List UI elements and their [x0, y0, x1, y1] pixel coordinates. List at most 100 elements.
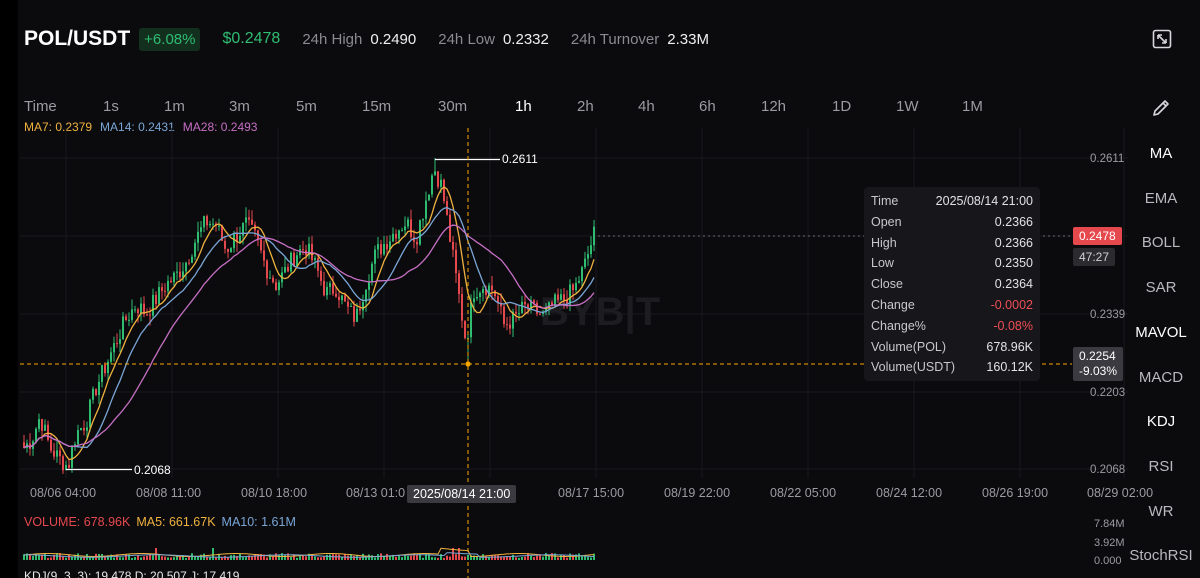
- candle-body: [551, 302, 553, 307]
- tooltip-value: 0.2366: [994, 214, 1033, 229]
- indicator-ma[interactable]: MA: [1149, 145, 1173, 162]
- time-axis-label: 08/10 18:00: [241, 486, 307, 500]
- volume-bar: [146, 555, 148, 560]
- tooltip-row: Volume(POL) 678.96K: [871, 337, 1033, 358]
- timeframe-4h[interactable]: 4h: [638, 98, 655, 115]
- timeframe-30m[interactable]: 30m: [438, 98, 468, 115]
- timeframe-1h[interactable]: 1h: [515, 98, 532, 115]
- timeframe-12h[interactable]: 12h: [761, 98, 787, 115]
- tooltip-value: 0.2364: [994, 277, 1033, 292]
- ma28-value: MA28: 0.2493: [182, 120, 258, 134]
- crosshair-time-label: 2025/08/14 21:00: [407, 485, 517, 503]
- candle-body: [221, 225, 223, 241]
- volume-bar: [128, 554, 130, 560]
- timeframe-time[interactable]: Time: [24, 98, 57, 115]
- candle-body: [428, 194, 430, 201]
- volume-bar: [242, 557, 244, 560]
- candle-body: [248, 217, 250, 220]
- volume-bar: [347, 555, 349, 560]
- timeframe-1m[interactable]: 1M: [962, 98, 983, 115]
- volume-bar: [308, 553, 310, 560]
- indicator-sar[interactable]: SAR: [1145, 279, 1177, 296]
- indicator-macd[interactable]: MACD: [1138, 369, 1184, 386]
- indicator-wr[interactable]: WR: [1148, 503, 1174, 520]
- candle-body: [482, 288, 484, 293]
- candle-body: [422, 218, 424, 221]
- volume-bar: [314, 556, 316, 560]
- candle-body: [68, 464, 70, 468]
- volume-bar: [566, 557, 568, 560]
- tooltip-value: 678.96K: [986, 339, 1033, 354]
- indicator-panel: MA EMA BOLL SAR MAVOL MACD KDJ RSI WR StochRSI: [1128, 0, 1200, 578]
- ma14-line: [23, 206, 595, 449]
- candle-body: [527, 304, 529, 310]
- candle-body: [119, 339, 121, 344]
- volume-bar: [215, 557, 217, 560]
- candle-body: [98, 381, 100, 396]
- ma7-value: MA7: 0.2379: [24, 120, 93, 134]
- candle-body: [515, 311, 517, 314]
- volume-bar: [590, 557, 592, 560]
- indicator-rsi[interactable]: RSI: [1148, 458, 1174, 475]
- timeframe-5m[interactable]: 5m: [296, 98, 317, 115]
- price-axis-label: 0.2068: [1090, 464, 1125, 476]
- tooltip-value: 2025/08/14 21:00: [935, 194, 1033, 208]
- volume-bar: [440, 554, 442, 560]
- candle-body: [473, 298, 475, 303]
- timeframe-2h[interactable]: 2h: [577, 98, 594, 115]
- volume-bar: [56, 553, 58, 560]
- indicator-kdj[interactable]: KDJ: [1146, 413, 1176, 430]
- indicator-stochrsi[interactable]: StochRSI: [1129, 547, 1193, 564]
- volume-bar: [170, 557, 172, 560]
- timeframe-1s[interactable]: 1s: [103, 98, 119, 115]
- volume-bar: [104, 555, 106, 560]
- candle-body: [263, 250, 265, 261]
- price-axis-label: 0.2339: [1090, 309, 1125, 321]
- candle-body: [92, 388, 94, 400]
- volume-bar: [173, 557, 175, 560]
- volume-bar: [584, 555, 586, 560]
- pair-title[interactable]: POL/USDT: [24, 27, 131, 50]
- candle-body: [185, 262, 187, 272]
- timeframe-6h[interactable]: 6h: [699, 98, 716, 115]
- volume-bar: [461, 556, 463, 560]
- volume-bar: [524, 556, 526, 560]
- volume-bar: [563, 554, 565, 560]
- timeframe-1d[interactable]: 1D: [832, 98, 852, 115]
- volume-bar: [581, 556, 583, 560]
- candle-body: [74, 444, 76, 447]
- candle-tooltip: Time 2025/08/14 21:00 Open 0.2366 High 0.2366…: [864, 187, 1040, 381]
- candle-body: [65, 464, 67, 471]
- volume-bar: [272, 556, 274, 560]
- candle-body: [86, 427, 88, 431]
- candle-body: [419, 220, 421, 245]
- timeframe-3m[interactable]: 3m: [229, 98, 250, 115]
- ma14-value: MA14: 0.2431: [100, 120, 175, 134]
- volume-bar: [542, 556, 544, 560]
- volume-bar: [422, 557, 424, 560]
- volume-bar: [110, 554, 112, 560]
- candle-body: [398, 230, 400, 239]
- volume-bar: [41, 554, 43, 560]
- volume-ma10: MA10: 1.61M: [221, 515, 296, 529]
- candle-body: [371, 263, 373, 283]
- volume-bar: [458, 548, 460, 560]
- indicator-ema[interactable]: EMA: [1144, 190, 1178, 207]
- candle-body: [44, 424, 46, 431]
- high-value: 0.2490: [370, 30, 417, 48]
- indicator-mavol[interactable]: MAVOL: [1135, 324, 1187, 341]
- volume-bar: [410, 555, 412, 560]
- timeframe-15m[interactable]: 15m: [362, 98, 392, 115]
- volume-bar: [221, 557, 223, 560]
- timeframe-1w[interactable]: 1W: [896, 98, 919, 115]
- expand-icon[interactable]: [1152, 29, 1172, 49]
- volume-bar: [425, 553, 427, 560]
- timeframe-1m[interactable]: 1m: [164, 98, 185, 115]
- candle-body: [539, 313, 541, 315]
- candle-body: [485, 288, 487, 295]
- volume-bar: [53, 554, 55, 560]
- volume-bar: [404, 555, 406, 560]
- indicator-boll[interactable]: BOLL: [1141, 234, 1181, 251]
- pencil-draw-icon[interactable]: [1151, 98, 1171, 118]
